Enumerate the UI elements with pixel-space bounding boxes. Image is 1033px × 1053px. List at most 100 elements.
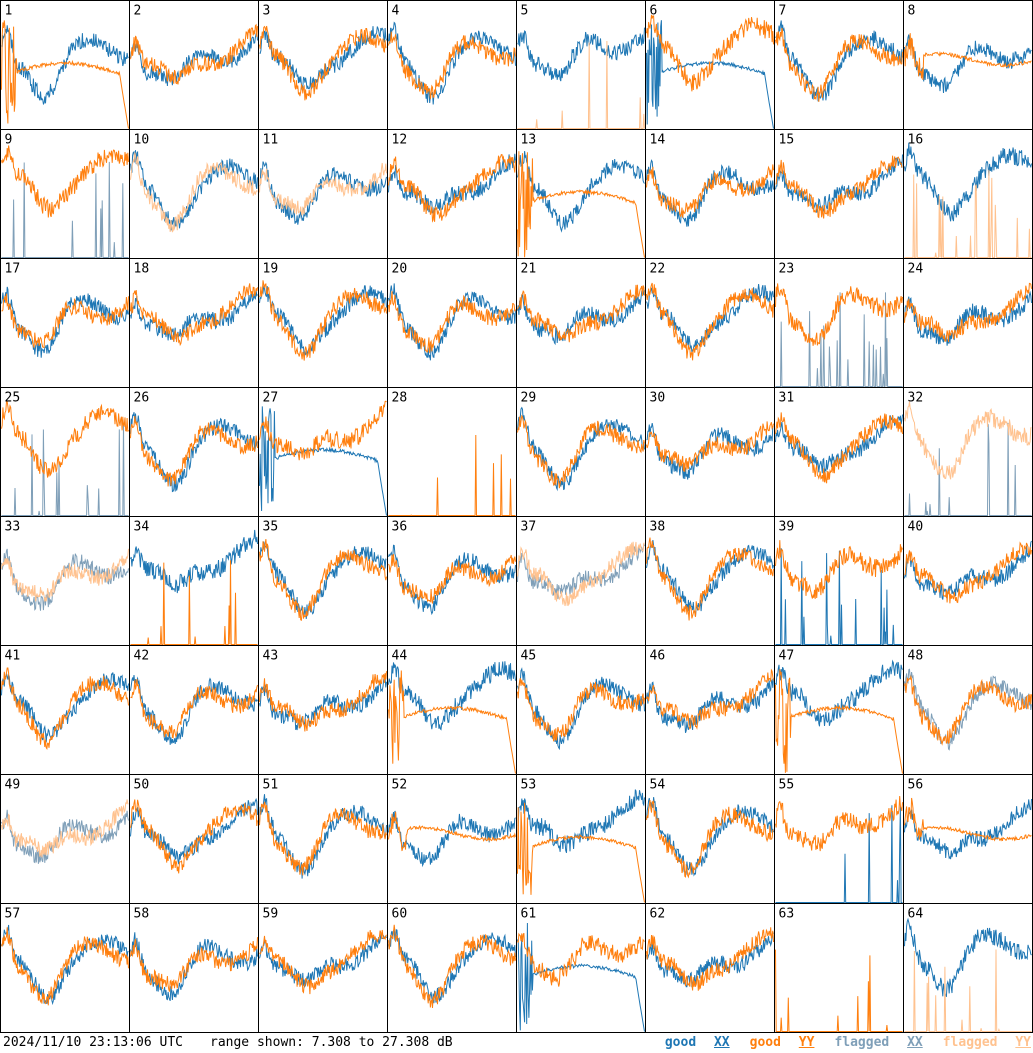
series-xx-flagged <box>904 422 1032 516</box>
panel-44: 44 <box>387 645 517 775</box>
panel-25: 25 <box>0 387 130 517</box>
series-yy-good <box>388 924 516 1009</box>
panel-frame <box>774 258 904 388</box>
series-yy-good <box>646 537 774 621</box>
panel-27: 27 <box>258 387 388 517</box>
series-yy-flagged <box>904 169 1032 258</box>
legend-item-flagged-yy: flagged YY <box>933 1035 1031 1050</box>
panel-50: 50 <box>129 774 259 904</box>
series-yy-good <box>1 927 129 1006</box>
panel-frame <box>516 903 646 1033</box>
panel-number: 3 <box>263 4 271 19</box>
panel-26: 26 <box>129 387 259 517</box>
series-xx-flagged <box>1 809 129 864</box>
series-yy-good <box>388 670 516 774</box>
series-xx-good <box>646 932 774 988</box>
series-yy-good <box>646 282 774 361</box>
panel-5: 5 <box>516 0 646 130</box>
panel-3: 3 <box>258 0 388 130</box>
panel-frame <box>516 387 646 517</box>
series-yy-good <box>646 668 774 730</box>
panel-number: 38 <box>650 520 666 535</box>
panel-frame <box>129 645 259 775</box>
series-yy-good <box>388 434 516 516</box>
series-xx-good <box>775 154 903 213</box>
panel-number: 56 <box>908 778 924 793</box>
panel-12: 12 <box>387 129 517 259</box>
panel-frame <box>0 387 130 517</box>
panel-46: 46 <box>645 645 775 775</box>
panel-number: 34 <box>134 520 150 535</box>
panel-number: 32 <box>908 391 924 406</box>
series-xx-good <box>1 924 129 1006</box>
series-xx-good <box>259 406 387 516</box>
panel-number: 58 <box>134 907 150 922</box>
panel-55: 55 <box>774 774 904 904</box>
series-xx-good <box>130 150 258 231</box>
panel-number: 2 <box>134 4 142 19</box>
series-yy-good <box>904 674 1032 746</box>
series-xx-good <box>130 32 258 87</box>
panel-number: 22 <box>650 262 666 277</box>
series-xx-good <box>775 659 903 727</box>
panel-number: 36 <box>392 520 408 535</box>
panel-63: 63 <box>774 903 904 1033</box>
panel-number: 29 <box>521 391 537 406</box>
series-xx-good <box>517 922 645 1032</box>
panel-number: 28 <box>392 391 408 406</box>
panel-17: 17 <box>0 258 130 388</box>
series-xx-good <box>130 797 258 865</box>
legend-label: good <box>749 1035 789 1050</box>
panel-38: 38 <box>645 516 775 646</box>
series-yy-good <box>775 669 903 774</box>
panel-number: 46 <box>650 649 666 664</box>
panel-number: 63 <box>779 907 795 922</box>
panel-40: 40 <box>903 516 1033 646</box>
panel-number: 53 <box>521 778 537 793</box>
series-yy-good <box>130 283 258 347</box>
series-yy-good <box>259 671 387 732</box>
panel-number: 62 <box>650 907 666 922</box>
series-yy-good <box>646 799 774 879</box>
series-yy-flagged <box>1 799 129 858</box>
panel-number: 59 <box>263 907 279 922</box>
panel-frame <box>0 258 130 388</box>
panel-frame <box>903 774 1033 904</box>
series-yy-good <box>646 164 774 218</box>
panel-13: 13 <box>516 129 646 259</box>
panel-4: 4 <box>387 0 517 130</box>
panel-number: 54 <box>650 778 666 793</box>
series-yy-good <box>259 929 387 995</box>
series-yy-good <box>130 937 258 992</box>
panel-number: 64 <box>908 907 924 922</box>
legend-pol: YY <box>798 1035 815 1050</box>
range-label: range shown: 7.308 to 27.308 dB <box>210 1035 453 1050</box>
panel-number: 5 <box>521 4 529 19</box>
panel-19: 19 <box>258 258 388 388</box>
legend-label: flagged <box>834 1035 898 1050</box>
panel-43: 43 <box>258 645 388 775</box>
series-yy-good <box>259 801 387 876</box>
series-yy-good <box>130 679 258 739</box>
series-yy-good <box>1 20 129 129</box>
panel-number: 12 <box>392 133 408 148</box>
panel-64: 64 <box>903 903 1033 1033</box>
panel-number: 15 <box>779 133 795 148</box>
series-yy-good <box>517 932 645 987</box>
series-yy-good <box>388 554 516 604</box>
series-xx-flagged <box>1 422 129 516</box>
legend-item-flagged-xx: flagged XX <box>824 1035 922 1050</box>
panel-16: 16 <box>903 129 1033 259</box>
series-yy-good <box>388 154 516 223</box>
series-yy-good <box>646 14 774 92</box>
panel-24: 24 <box>903 258 1033 388</box>
series-xx-good <box>1 25 129 106</box>
panel-42: 42 <box>129 645 259 775</box>
series-yy-good <box>775 795 903 852</box>
panel-2: 2 <box>129 0 259 130</box>
panel-number: 50 <box>134 778 150 793</box>
panel-47: 47 <box>774 645 904 775</box>
panel-34: 34 <box>129 516 259 646</box>
panel-frame <box>129 516 259 646</box>
series-yy-good <box>388 291 516 353</box>
